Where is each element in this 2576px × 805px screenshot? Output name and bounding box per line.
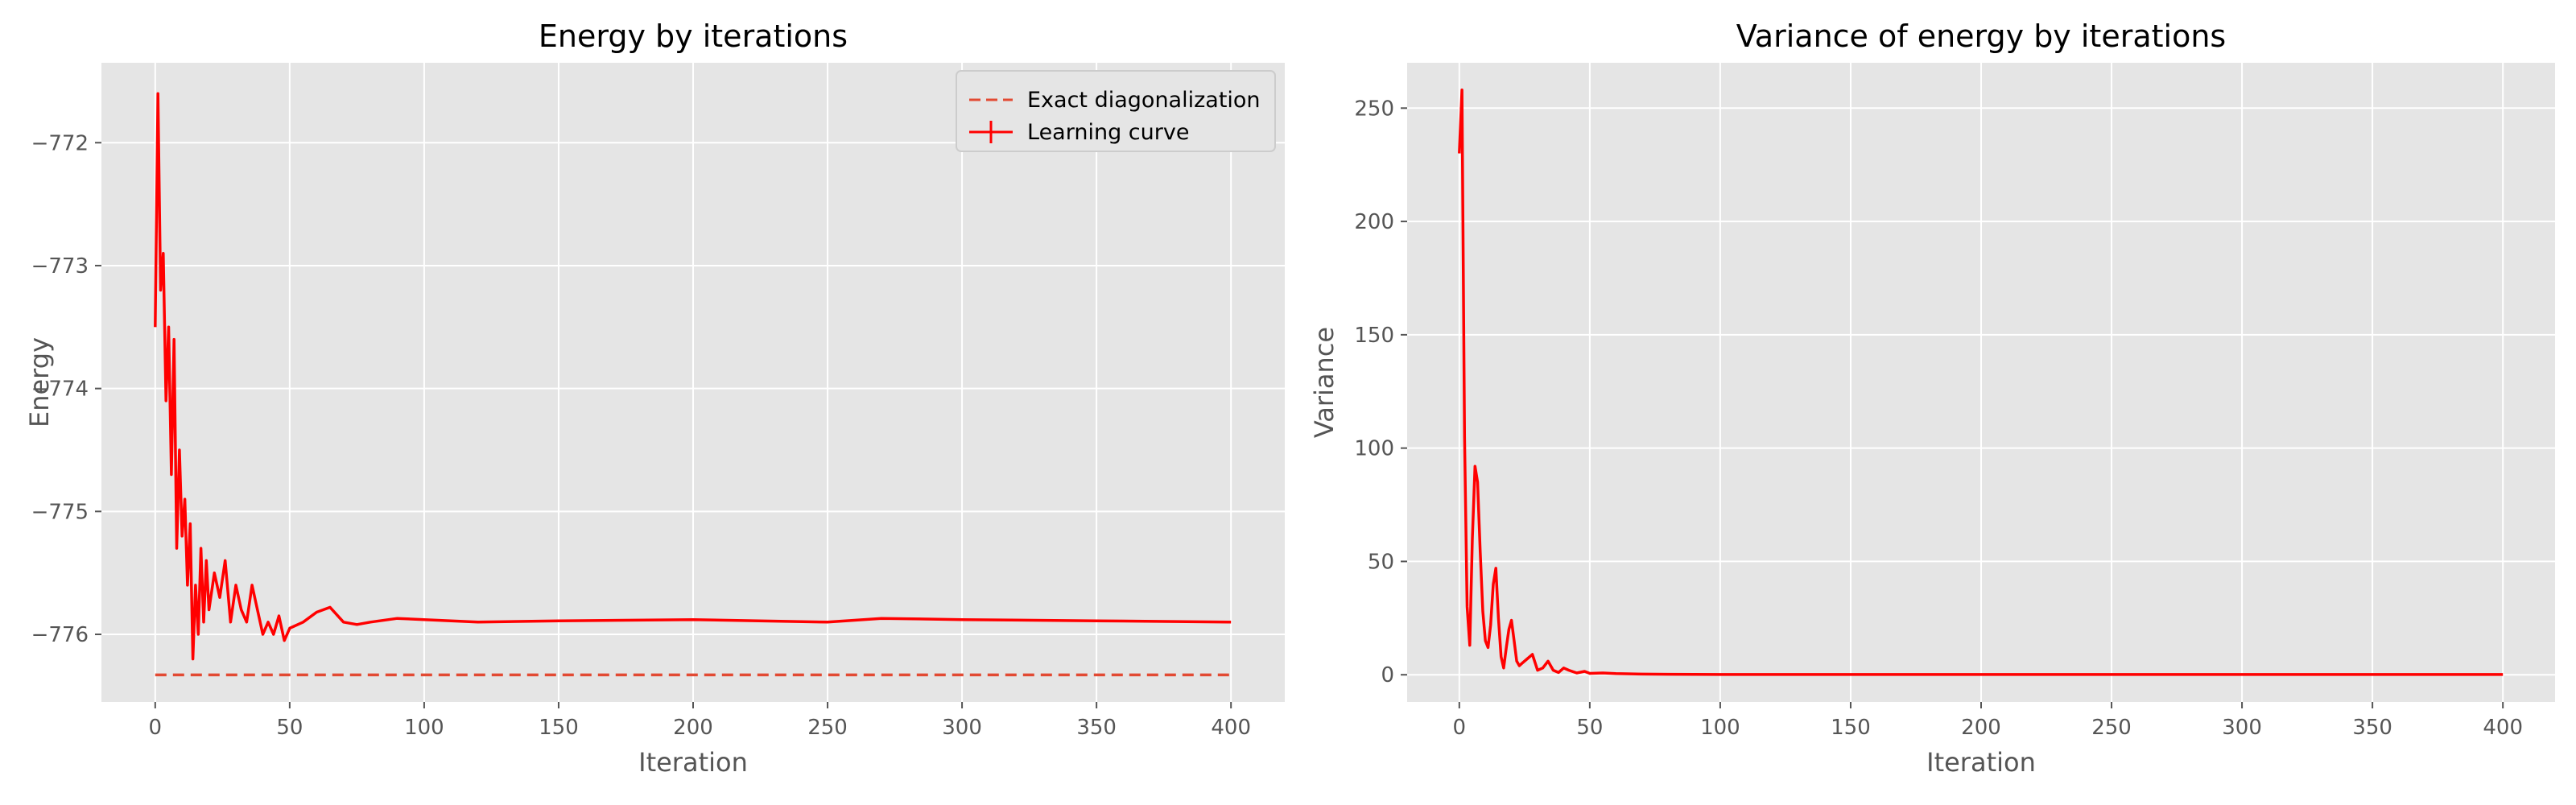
legend-box xyxy=(956,70,1276,152)
x-tick-label-350: 350 xyxy=(1076,716,1117,740)
x-tick-label-350: 350 xyxy=(2352,716,2392,740)
x-tick-label-200: 200 xyxy=(673,716,713,740)
x-tick-label-300: 300 xyxy=(942,716,982,740)
x-tick-label-150: 150 xyxy=(539,716,579,740)
variance-chart: 0 50 100 150 200 250 300 350 400050100150200250 … xyxy=(1309,19,2555,778)
energy-y-axis-label: Energy xyxy=(24,337,55,427)
x-tick-label-50: 50 xyxy=(276,716,303,740)
legend-label-learning-curve: Learning curve xyxy=(1027,120,1189,145)
x-tick-label-200: 200 xyxy=(1961,716,2001,740)
y-tick-label-150: 150 xyxy=(1354,324,1394,348)
series-line-0 xyxy=(1458,89,2504,676)
variance-marks xyxy=(1458,89,2504,676)
y-tick-label-200: 200 xyxy=(1354,210,1394,234)
y-tick-label-100: 100 xyxy=(1354,437,1394,461)
x-tick-label-300: 300 xyxy=(2222,716,2262,740)
x-tick-label-100: 100 xyxy=(404,716,444,740)
series-learning-curve xyxy=(154,92,1232,661)
variance-y-axis-label: Variance xyxy=(1309,327,1340,438)
y-tick-label-772: −772 xyxy=(31,131,89,155)
y-tick-label-775: −775 xyxy=(31,500,89,524)
variance-chart-title: Variance of energy by iterations xyxy=(1736,19,2226,54)
x-tick-label-250: 250 xyxy=(2091,716,2132,740)
y-tick-label-50: 50 xyxy=(1368,550,1394,574)
y-tick-label-774: −774 xyxy=(31,378,89,402)
energy-ticks: 0 50 100 150 200 250 300 350 400 −776 −775 −774 −773… xyxy=(31,131,1251,740)
x-tick-label-400: 400 xyxy=(2483,716,2523,740)
variance-x-axis-label: Iteration xyxy=(1926,747,2036,778)
energy-x-axis-label: Iteration xyxy=(638,747,748,778)
energy-chart: 0 50 100 150 200 250 300 350 400 −776 −775 −774 −773… xyxy=(24,19,1285,778)
energy-legend: Exact diagonalization Learning curve xyxy=(956,70,1276,152)
energy-grid xyxy=(101,63,1285,702)
x-tick-label-100: 100 xyxy=(1700,716,1740,740)
y-tick-label-776: −776 xyxy=(31,623,89,647)
energy-marks xyxy=(154,92,1232,677)
y-tick-label-773: −773 xyxy=(31,254,89,279)
y-tick-label-250: 250 xyxy=(1354,97,1394,121)
x-tick-label-250: 250 xyxy=(807,716,848,740)
variance-ticks: 0 50 100 150 200 250 300 350 400 0 50 100 150 200 250 xyxy=(1354,97,2523,740)
x-tick-label-0: 0 xyxy=(149,716,163,740)
x-tick-label-150: 150 xyxy=(1831,716,1871,740)
x-tick-label-400: 400 xyxy=(1211,716,1251,740)
energy-chart-title: Energy by iterations xyxy=(539,19,848,54)
legend-label-exact-diagonalization: Exact diagonalization xyxy=(1027,88,1261,113)
x-tick-label-0: 0 xyxy=(1453,716,1467,740)
y-tick-label-0: 0 xyxy=(1381,663,1394,687)
x-tick-label-50: 50 xyxy=(1576,716,1603,740)
